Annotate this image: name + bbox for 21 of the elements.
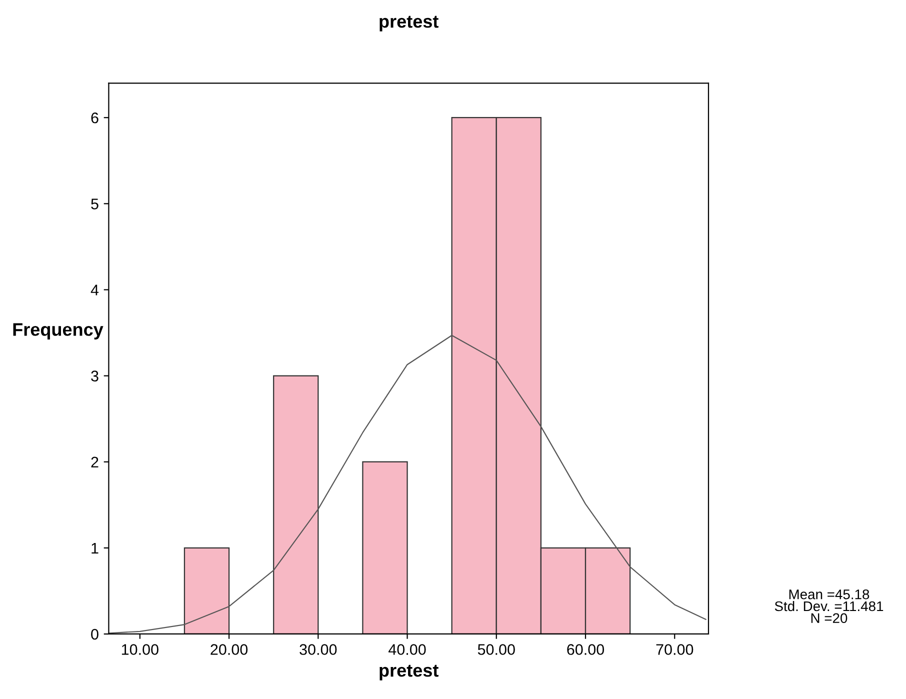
y-tick-label: 0 <box>91 628 98 640</box>
y-tick-label: 1 <box>92 542 98 554</box>
line-series <box>108 334 706 634</box>
text: N =20 <box>811 613 848 624</box>
text: Mean =45.18 <box>789 589 870 600</box>
x-tick-label: 30.00 <box>300 644 337 655</box>
x-tick-label: 60.00 <box>567 644 604 655</box>
x-tick-label: 50.00 <box>478 644 515 655</box>
x-tick-label: 10.00 <box>122 644 158 655</box>
x-tick-label: 40.00 <box>388 644 426 655</box>
x-tick-label: 20.00 <box>210 644 248 655</box>
y-axis-title: Frequency <box>13 323 104 340</box>
chart-title: pretest <box>380 16 438 32</box>
y-tick-label: 2 <box>91 456 98 468</box>
y-tick-label: 6 <box>91 112 98 124</box>
y-tick-label: 5 <box>91 198 98 210</box>
x-axis-title: pretest <box>380 664 438 680</box>
y-tick-label: 3 <box>91 370 98 382</box>
x-tick-label: 70.00 <box>656 644 694 655</box>
text: Std. Dev. =11.481 <box>774 600 884 612</box>
y-tick-label: 4 <box>90 284 99 296</box>
